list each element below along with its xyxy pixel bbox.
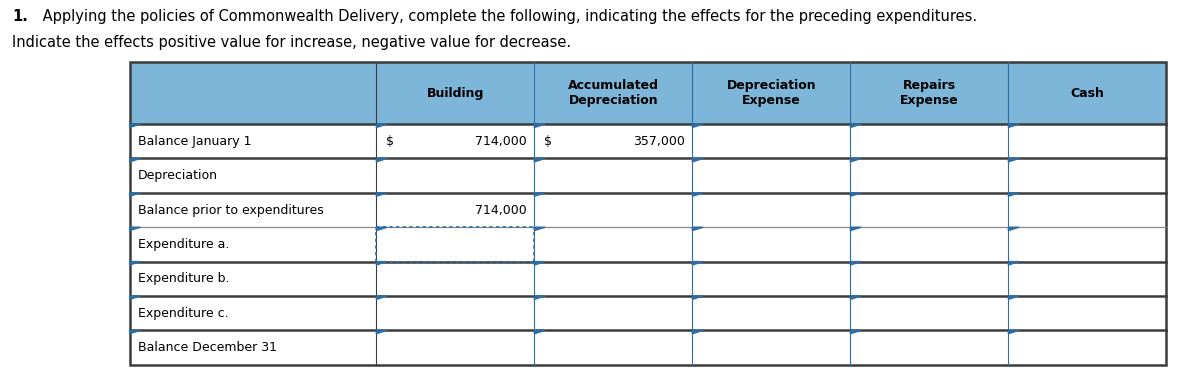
Text: Applying the policies of Commonwealth Delivery, complete the following, indicati: Applying the policies of Commonwealth De… (38, 9, 978, 24)
Polygon shape (377, 331, 388, 334)
Polygon shape (130, 331, 140, 334)
Polygon shape (1008, 193, 1019, 196)
Text: Expenditure c.: Expenditure c. (138, 307, 229, 320)
Text: Expenditure b.: Expenditure b. (138, 272, 229, 285)
Text: $: $ (544, 135, 552, 148)
Polygon shape (534, 227, 545, 230)
Text: 1.: 1. (12, 9, 28, 24)
Polygon shape (692, 262, 703, 265)
Polygon shape (851, 124, 862, 127)
Text: Building: Building (427, 86, 484, 100)
Polygon shape (1008, 296, 1019, 299)
Polygon shape (130, 158, 140, 162)
Text: Cash: Cash (1070, 86, 1104, 100)
Text: Depreciation
Expense: Depreciation Expense (726, 79, 816, 107)
Polygon shape (692, 296, 703, 299)
Polygon shape (534, 193, 545, 196)
Polygon shape (377, 193, 388, 196)
Polygon shape (534, 296, 545, 299)
Bar (130, 124, 1166, 365)
Polygon shape (692, 331, 703, 334)
Polygon shape (534, 331, 545, 334)
Polygon shape (377, 262, 388, 265)
Polygon shape (692, 158, 703, 162)
Polygon shape (377, 296, 388, 299)
Polygon shape (851, 158, 862, 162)
Polygon shape (534, 262, 545, 265)
Polygon shape (1008, 331, 1019, 334)
Text: Repairs
Expense: Repairs Expense (900, 79, 959, 107)
Polygon shape (692, 227, 703, 230)
Text: Balance January 1: Balance January 1 (138, 135, 252, 148)
Polygon shape (377, 124, 388, 127)
Polygon shape (130, 193, 140, 196)
Bar (130, 62, 1166, 124)
Polygon shape (377, 158, 388, 162)
Polygon shape (1008, 124, 1019, 127)
Polygon shape (692, 193, 703, 196)
Polygon shape (851, 331, 862, 334)
Polygon shape (1008, 227, 1019, 230)
Text: 357,000: 357,000 (634, 135, 685, 148)
Text: Indicate the effects positive value for increase, negative value for decrease.: Indicate the effects positive value for … (12, 35, 571, 50)
Text: $: $ (386, 135, 394, 148)
Polygon shape (851, 262, 862, 265)
Bar (130, 62, 1166, 365)
Polygon shape (377, 227, 388, 230)
Polygon shape (534, 158, 545, 162)
Polygon shape (1008, 158, 1019, 162)
Polygon shape (130, 262, 140, 265)
Text: Balance December 31: Balance December 31 (138, 341, 277, 354)
Polygon shape (130, 296, 140, 299)
Text: Depreciation: Depreciation (138, 169, 218, 182)
Polygon shape (1008, 262, 1019, 265)
Text: 714,000: 714,000 (475, 135, 527, 148)
Polygon shape (851, 296, 862, 299)
Text: Balance prior to expenditures: Balance prior to expenditures (138, 203, 324, 217)
Polygon shape (692, 124, 703, 127)
Text: Expenditure a.: Expenditure a. (138, 238, 229, 251)
Polygon shape (851, 193, 862, 196)
Polygon shape (130, 227, 140, 230)
Polygon shape (534, 124, 545, 127)
Text: 714,000: 714,000 (475, 203, 527, 217)
Polygon shape (130, 124, 140, 127)
Polygon shape (851, 227, 862, 230)
Text: Accumulated
Depreciation: Accumulated Depreciation (568, 79, 659, 107)
